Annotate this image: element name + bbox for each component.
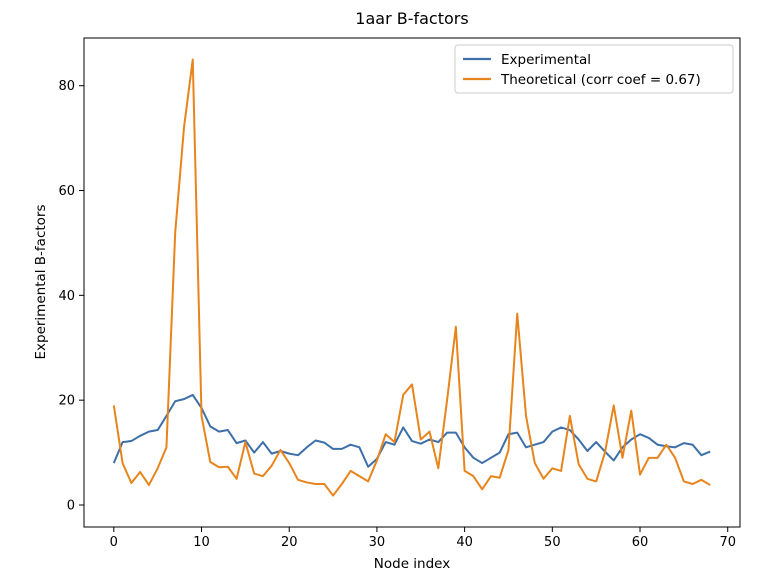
y-tick-label: 20 [58,394,75,409]
x-tick-label: 50 [544,535,561,550]
x-tick-label: 30 [369,535,386,550]
y-tick-label: 0 [67,498,75,513]
legend-label: Theoretical (corr coef = 0.67) [500,72,701,88]
plot-area [83,37,741,528]
y-tick-label: 60 [58,184,75,199]
legend-box [454,44,734,94]
x-axis: 0 10 20 30 40 50 60 70 [110,527,736,550]
y-axis: 0 20 40 60 80 [58,79,84,513]
y-axis-label: Experimental B-factors [33,204,49,359]
series-line-theoretical [112,58,711,497]
series-group [112,58,711,497]
x-tick-label: 0 [110,535,118,550]
legend-label: Experimental [501,52,591,68]
x-tick-label: 70 [719,535,736,550]
y-tick-label: 80 [58,79,75,94]
x-tick-label: 40 [456,535,473,550]
x-tick-label: 20 [281,535,298,550]
chart-title: 1aar B-factors [355,9,468,28]
axes-frame [83,37,741,528]
x-tick-label: 10 [193,535,210,550]
series-line-experimental [112,393,711,468]
legend: Experimental Theoretical (corr coef = 0.6… [454,44,734,94]
x-tick-label: 60 [632,535,649,550]
x-axis-label: Node index [374,556,450,572]
y-tick-label: 40 [58,289,75,304]
